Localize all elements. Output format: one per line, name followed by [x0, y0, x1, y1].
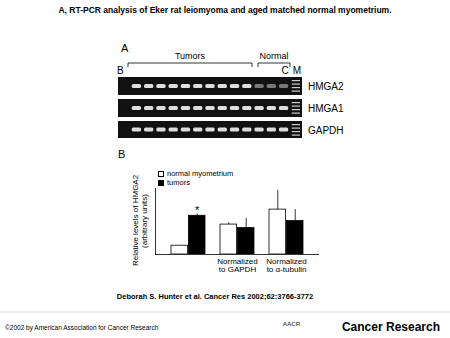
- svg-text:B: B: [117, 65, 124, 76]
- svg-text:Deborah S. Hunter et al. Cance: Deborah S. Hunter et al. Cancer Res 2002…: [117, 292, 313, 301]
- svg-text:A, RT-PCR analysis of Eker rat: A, RT-PCR analysis of Eker rat leiomyoma…: [58, 5, 391, 15]
- svg-text:Normal: Normal: [259, 51, 288, 61]
- svg-text:A: A: [121, 42, 129, 54]
- svg-text:Normalizedto α-tubulin: Normalizedto α-tubulin: [266, 257, 306, 274]
- svg-text:HMGA1: HMGA1: [308, 103, 344, 114]
- svg-text:*: *: [195, 204, 200, 216]
- svg-text:Normalizedto GAPDH: Normalizedto GAPDH: [217, 257, 257, 274]
- svg-text:HMGA2: HMGA2: [308, 81, 344, 92]
- svg-text:C: C: [281, 65, 288, 76]
- html-text:Relative levels of HMGA2 (arbi: Relative levels of HMGA2 (arbitrary unit…: [131, 174, 149, 266]
- svg-text:M: M: [293, 65, 301, 76]
- html-text:tumors: tumors: [167, 178, 190, 187]
- svg-text:AACR: AACR: [283, 321, 301, 327]
- svg-text:GAPDH: GAPDH: [308, 125, 344, 136]
- svg-text:B: B: [118, 148, 125, 160]
- svg-text:Cancer Research: Cancer Research: [342, 320, 440, 334]
- svg-text:©2002 by American Association: ©2002 by American Association for Cancer…: [5, 324, 159, 332]
- html-text:normal myometrium: normal myometrium: [167, 169, 234, 178]
- svg-text:Tumors: Tumors: [175, 51, 206, 61]
